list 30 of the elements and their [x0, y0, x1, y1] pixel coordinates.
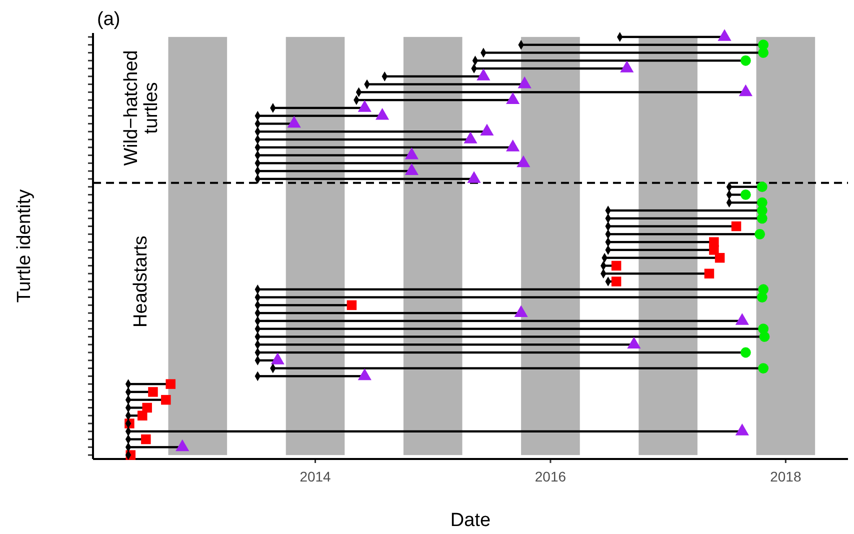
annotation: Wild−hatched turtles: [121, 50, 162, 166]
point: [731, 221, 742, 232]
x-tick-label: 2018: [770, 468, 802, 484]
x-tick-label: 2014: [300, 468, 332, 484]
point: [714, 252, 725, 263]
point: [740, 190, 751, 200]
point: [138, 410, 148, 420]
point: [759, 332, 770, 342]
point: [346, 300, 357, 310]
x-axis-title: Date: [450, 510, 491, 531]
point: [754, 228, 765, 240]
point: [758, 363, 769, 374]
point: [756, 292, 768, 302]
point: [758, 48, 769, 58]
text: (a): [97, 9, 120, 30]
point: [148, 387, 158, 397]
point: [611, 276, 622, 286]
point: [166, 379, 176, 389]
point: [740, 347, 751, 358]
x-tick-label: 2016: [534, 468, 566, 484]
y-axis-title: Turtle identity: [14, 188, 35, 303]
point: [161, 394, 171, 405]
annotation: Headstarts: [130, 236, 152, 328]
point: [704, 268, 714, 278]
point: [611, 260, 622, 271]
point: [756, 182, 768, 192]
point: [709, 245, 719, 255]
point: [740, 55, 751, 66]
point: [756, 213, 768, 224]
point: [141, 434, 151, 444]
